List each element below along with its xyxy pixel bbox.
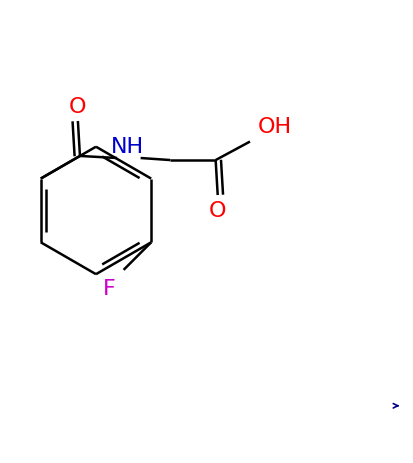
Text: O: O [69, 97, 86, 117]
Text: O: O [209, 200, 226, 220]
Text: F: F [102, 278, 115, 299]
Text: NH: NH [111, 137, 144, 156]
Text: OH: OH [258, 117, 292, 137]
